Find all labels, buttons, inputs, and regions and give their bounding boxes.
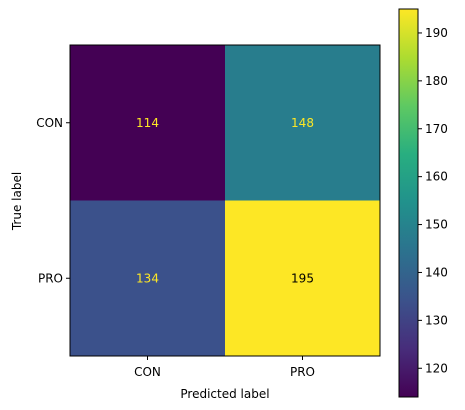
colorbar-tick-label-1: 130 bbox=[425, 313, 448, 327]
x-axis-label: Predicted label bbox=[180, 387, 269, 401]
heatmap-cell-1-0 bbox=[70, 200, 226, 357]
plot-frame bbox=[69, 44, 381, 357]
x-tick-label-0: CON bbox=[134, 365, 161, 379]
y-tick-label-0: CON bbox=[36, 116, 63, 130]
colorbar-tick-label-5: 170 bbox=[425, 122, 448, 136]
heatmap-cell-value-0-1: 148 bbox=[291, 116, 314, 130]
colorbar-tick-label-3: 150 bbox=[425, 218, 448, 232]
heatmap-cell-1-1 bbox=[225, 200, 381, 357]
colorbar-tick-label-0: 120 bbox=[425, 361, 448, 375]
heatmap-cell-labels: 114 148 134 195 bbox=[136, 116, 314, 286]
colorbar-tick-label-7: 190 bbox=[425, 26, 448, 40]
heatmap-cell-value-1-1: 195 bbox=[291, 271, 314, 285]
heatmap-cell-0-0 bbox=[70, 45, 226, 201]
colorbar-tick-label-4: 160 bbox=[425, 170, 448, 184]
y-tick-label-1: PRO bbox=[38, 271, 63, 285]
heatmap-cells bbox=[70, 45, 381, 357]
x-axis-ticks: CON PRO bbox=[134, 356, 315, 379]
y-axis-label: True label bbox=[10, 172, 24, 231]
x-tick-label-1: PRO bbox=[290, 365, 315, 379]
heatmap-cell-value-1-0: 134 bbox=[136, 271, 159, 285]
colorbar-tick-label-6: 180 bbox=[425, 74, 448, 88]
heatmap-cell-0-1 bbox=[225, 45, 381, 201]
colorbar bbox=[398, 8, 419, 398]
colorbar-ticks: 120 130 140 150 160 170 180 190 bbox=[418, 26, 448, 375]
y-axis-ticks: CON PRO bbox=[36, 116, 70, 285]
heatmap-cell-value-0-0: 114 bbox=[136, 116, 159, 130]
colorbar-tick-label-2: 140 bbox=[425, 265, 448, 279]
